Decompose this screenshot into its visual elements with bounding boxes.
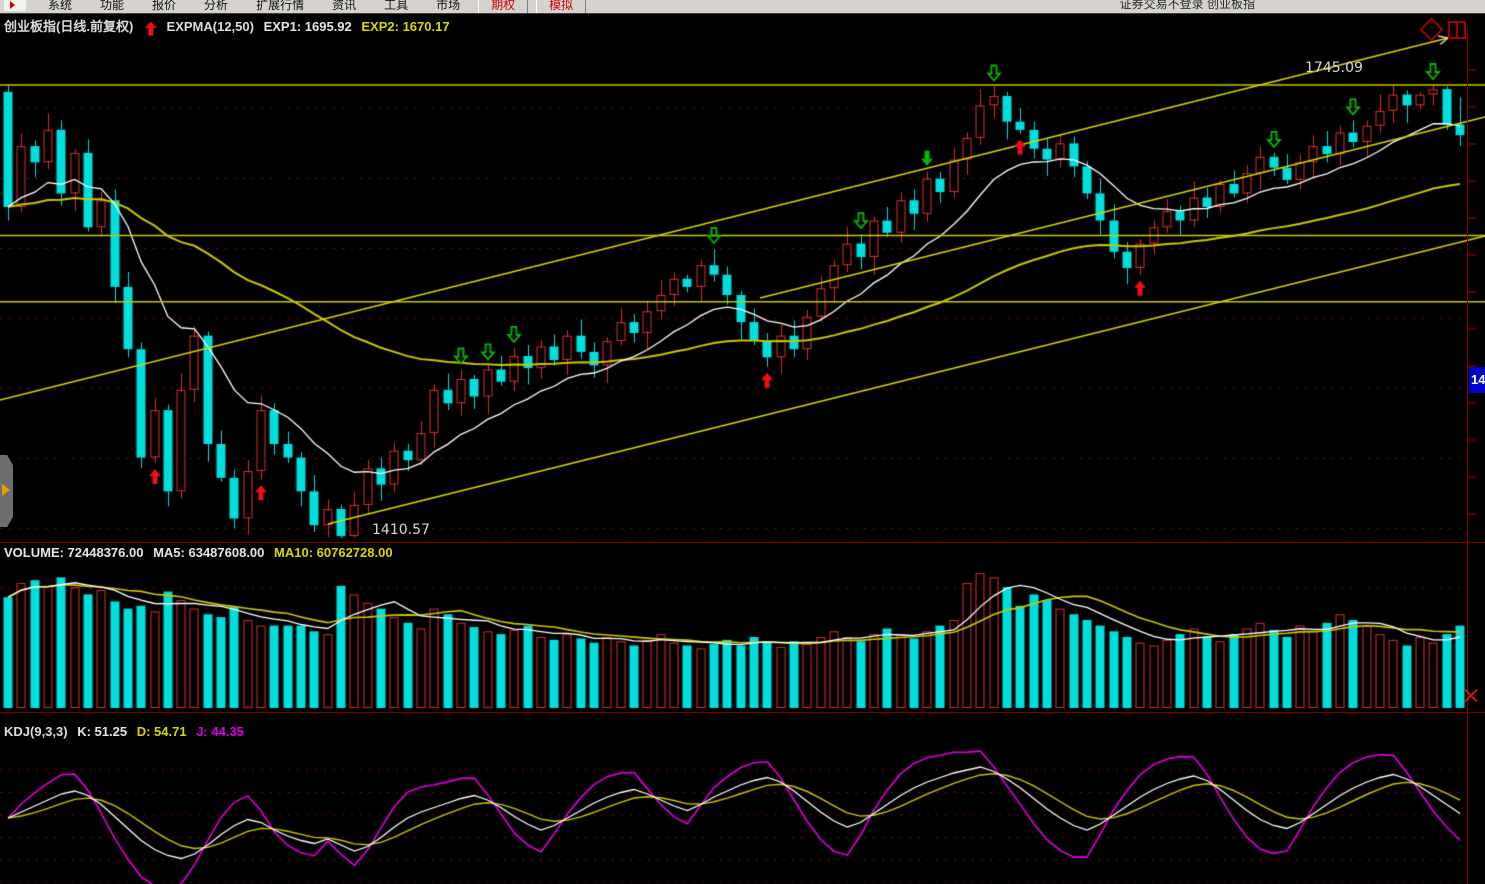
close-indicator-icon[interactable] xyxy=(1464,688,1478,702)
split-window-icon[interactable] xyxy=(1448,21,1466,39)
menu-item-5[interactable]: 资讯 xyxy=(332,0,357,12)
chart-area: 创业板指(日线.前复权) EXPMA(12,50) EXP1: 1695.92 … xyxy=(0,14,1485,884)
menu-bar: 系统 功能 报价 分析 扩展行情 资讯 工具 市场 期权 模拟 证券交易不登录 创业板指 xyxy=(0,0,1485,14)
menu-item-1[interactable]: 功能 xyxy=(100,0,125,12)
kdj-j-label: J: 44.35 xyxy=(196,724,244,739)
volume-ma5-label: MA5: 63487608.00 xyxy=(153,545,265,560)
main-chart-canvas[interactable] xyxy=(0,30,1485,542)
kdj-name-label: KDJ(9,3,3) xyxy=(4,724,68,739)
price-axis-badge: 14 xyxy=(1469,367,1485,393)
menu-item-2[interactable]: 报价 xyxy=(152,0,177,12)
main-chart-title: 创业板指(日线.前复权) EXPMA(12,50) EXP1: 1695.92 … xyxy=(4,16,456,36)
menu-item-4[interactable]: 扩展行情 xyxy=(256,0,305,12)
sidebar-expand-handle[interactable] xyxy=(0,455,13,527)
app-logo-icon[interactable] xyxy=(4,0,26,11)
kdj-canvas[interactable] xyxy=(0,742,1485,884)
menu-item-7[interactable]: 市场 xyxy=(436,0,461,12)
indicator-name-label: EXPMA(12,50) xyxy=(166,19,254,34)
menu-item-0[interactable]: 系统 xyxy=(48,0,73,12)
volume-title: VOLUME: 72448376.00 MA5: 63487608.00 MA1… xyxy=(4,545,399,562)
kdj-k-label: K: 51.25 xyxy=(77,724,128,739)
symbol-period-label: 创业板指(日线.前复权) xyxy=(4,19,134,34)
volume-kdj-divider xyxy=(0,712,1485,713)
kdj-title: KDJ(9,3,3) K: 51.25 D: 54.71 J: 44.35 xyxy=(4,724,250,741)
menu-item-3[interactable]: 分析 xyxy=(204,0,229,12)
main-volume-divider xyxy=(0,542,1485,543)
menu-hot-item-0[interactable]: 期权 xyxy=(478,0,529,13)
menu-hot-item-1[interactable]: 模拟 xyxy=(536,0,587,13)
volume-ma10-label: MA10: 60762728.00 xyxy=(274,545,393,560)
right-price-axis xyxy=(1467,30,1468,884)
menu-item-6[interactable]: 工具 xyxy=(384,0,409,12)
volume-value-label: VOLUME: 72448376.00 xyxy=(4,545,144,560)
menubar-right-status: 证券交易不登录 创业板指 xyxy=(1119,0,1255,11)
price-label-1: 1410.57 xyxy=(372,522,430,538)
exp1-value-label: EXP1: 1695.92 xyxy=(263,19,352,34)
price-label-0: 1745.09 xyxy=(1305,60,1363,76)
exp2-value-label: EXP2: 1670.17 xyxy=(361,19,450,34)
kdj-d-label: D: 54.71 xyxy=(136,724,187,739)
volume-canvas[interactable] xyxy=(0,564,1485,710)
